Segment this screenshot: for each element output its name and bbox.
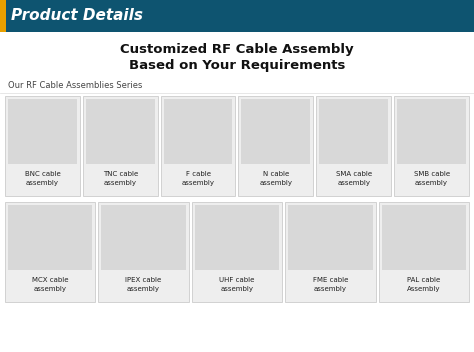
FancyBboxPatch shape — [316, 96, 391, 196]
FancyBboxPatch shape — [288, 205, 373, 270]
FancyBboxPatch shape — [5, 96, 80, 196]
Text: N cable
assembly: N cable assembly — [259, 171, 292, 186]
Text: BNC cable
assembly: BNC cable assembly — [25, 171, 60, 186]
Text: Product Details: Product Details — [11, 8, 143, 24]
FancyBboxPatch shape — [319, 99, 388, 164]
FancyBboxPatch shape — [164, 99, 233, 164]
Text: Based on Your Requirements: Based on Your Requirements — [129, 58, 345, 71]
FancyBboxPatch shape — [397, 99, 466, 164]
FancyBboxPatch shape — [238, 96, 313, 196]
Text: MCX cable
assembly: MCX cable assembly — [32, 277, 68, 292]
Text: UHF cable
assembly: UHF cable assembly — [219, 277, 255, 292]
Bar — [0, 0, 474, 32]
Text: PAL cable
Assembly: PAL cable Assembly — [407, 277, 440, 292]
FancyBboxPatch shape — [161, 96, 236, 196]
FancyBboxPatch shape — [99, 202, 189, 302]
FancyBboxPatch shape — [241, 99, 310, 164]
FancyBboxPatch shape — [382, 205, 466, 270]
Text: Customized RF Cable Assembly: Customized RF Cable Assembly — [120, 44, 354, 57]
Text: SMA cable
assembly: SMA cable assembly — [336, 171, 372, 186]
Text: FME cable
assembly: FME cable assembly — [313, 277, 348, 292]
Text: Our RF Cable Assemblies Series: Our RF Cable Assemblies Series — [8, 82, 142, 90]
Text: TNC cable
assembly: TNC cable assembly — [103, 171, 138, 186]
FancyBboxPatch shape — [195, 205, 279, 270]
FancyBboxPatch shape — [379, 202, 469, 302]
Text: SMB cable
assembly: SMB cable assembly — [413, 171, 450, 186]
FancyBboxPatch shape — [394, 96, 469, 196]
FancyBboxPatch shape — [86, 99, 155, 164]
Bar — [0, 0, 6, 32]
Text: F cable
assembly: F cable assembly — [182, 171, 215, 186]
FancyBboxPatch shape — [5, 202, 95, 302]
FancyBboxPatch shape — [285, 202, 375, 302]
Text: IPEX cable
assembly: IPEX cable assembly — [126, 277, 162, 292]
FancyBboxPatch shape — [192, 202, 282, 302]
FancyBboxPatch shape — [8, 99, 77, 164]
FancyBboxPatch shape — [83, 96, 158, 196]
FancyBboxPatch shape — [8, 205, 92, 270]
FancyBboxPatch shape — [101, 205, 186, 270]
